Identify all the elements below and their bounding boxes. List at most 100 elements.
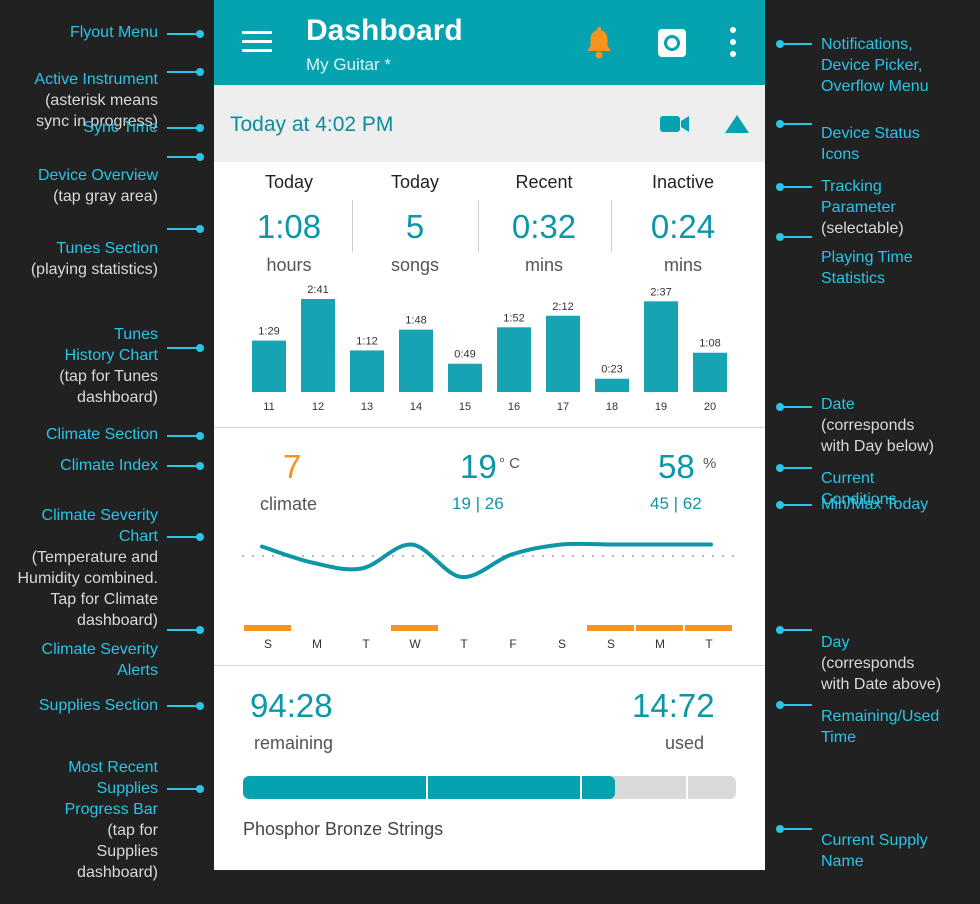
annotation-line — [779, 186, 812, 188]
progress-segment-divider — [686, 776, 688, 799]
annotation-supplies-progress-bar: Most Recent Supplies Progress Bar (tap f… — [65, 736, 158, 904]
annotation-notifications: Notifications, Device Picker, Overflow M… — [821, 13, 929, 97]
stat-header: Today — [390, 172, 440, 192]
chart-bar — [448, 363, 482, 392]
triangle-status-icon — [725, 115, 749, 133]
temperature-minmax: 19 | 26 — [452, 494, 504, 513]
stat-recent[interactable]: Recent 0:32 mins — [484, 172, 604, 276]
day-label: S — [264, 637, 272, 651]
annotation-title: Min/Max Today — [821, 496, 929, 513]
annotation-dot — [196, 124, 204, 132]
annotation-sub: (Temperature and Humidity combined. Tap … — [17, 549, 159, 629]
annotation-climate-severity-chart: Climate Severity Chart (Temperature and … — [18, 484, 159, 652]
annotation-dot — [196, 30, 204, 38]
annotation-tracking-parameter: Tracking Parameter (selectable) — [821, 155, 904, 260]
device-picker-icon[interactable] — [657, 28, 687, 58]
stat-divider — [478, 200, 479, 252]
stat-value: 1:08 — [256, 208, 322, 245]
stat-header: Today — [264, 172, 314, 192]
annotation-sub: (tap gray area) — [53, 188, 158, 205]
annotation-title: Playing Time Statistics — [821, 249, 913, 287]
tunes-history-chart[interactable]: 1:29 11 2:41 12 1:12 13 1:48 14 0:49 15 1:52 16 2:12… — [214, 280, 765, 420]
video-icon — [660, 116, 689, 132]
annotation-line — [779, 704, 812, 706]
x-tick-label: 15 — [459, 401, 471, 413]
current-supply-name: Phosphor Bronze Strings — [243, 819, 444, 839]
annotation-climate-index: Climate Index — [60, 455, 158, 476]
annotation-min-max-today: Min/Max Today — [821, 494, 928, 515]
stat-today-hours[interactable]: Today 1:08 hours — [229, 172, 349, 276]
annotation-sub: (playing statistics) — [30, 261, 158, 278]
annotation-title: Most Recent Supplies Progress Bar — [64, 759, 158, 818]
annotation-climate-section: Climate Section — [46, 424, 158, 445]
annotation-dot — [196, 153, 204, 161]
bell-icon[interactable] — [584, 27, 614, 59]
chart-bar — [350, 350, 384, 392]
annotation-sub: (corresponds with Day below) — [821, 417, 934, 455]
stat-unit: songs — [390, 255, 440, 275]
annotation-flyout-menu: Flyout Menu — [70, 22, 158, 43]
annotation-title: Active Instrument — [34, 71, 158, 88]
humidity-unit: % — [703, 455, 717, 472]
annotation-dot — [196, 702, 204, 710]
annotation-sub: (selectable) — [821, 220, 904, 237]
chart-bar — [497, 327, 531, 392]
overflow-icon[interactable] — [728, 27, 738, 59]
annotation-line — [167, 71, 200, 73]
temperature-unit: ° C — [499, 455, 520, 472]
active-instrument[interactable]: My Guitar * — [306, 55, 392, 74]
stat-inactive[interactable]: Inactive 0:24 mins — [623, 172, 743, 276]
menu-icon[interactable] — [242, 31, 272, 53]
stat-today-songs[interactable]: Today 5 songs — [355, 172, 475, 276]
bar-value-label: 1:52 — [503, 312, 524, 324]
x-tick-label: 16 — [508, 401, 520, 413]
annotation-remaining-used-time: Remaining/Used Time — [821, 685, 939, 748]
climate-index[interactable]: 7 — [283, 448, 302, 485]
supplies-used-label: used — [665, 733, 705, 753]
day-label: M — [312, 637, 322, 651]
annotation-date: Date (corresponds with Day below) — [821, 373, 934, 478]
x-tick-label: 11 — [263, 401, 274, 413]
page-title: Dashboard — [306, 14, 463, 47]
annotation-line — [779, 406, 812, 408]
bar-value-label: 1:12 — [356, 335, 377, 347]
annotation-title: Device Overview — [37, 167, 158, 184]
annotation-title: Tunes History Chart — [64, 326, 158, 364]
annotation-title: Climate Severity Chart — [41, 507, 158, 545]
bar-value-label: 1:29 — [258, 326, 279, 338]
stat-divider — [611, 200, 612, 252]
supplies-remaining-value: 94:28 — [250, 687, 333, 724]
annotation-line — [167, 629, 200, 631]
day-label: S — [607, 637, 615, 651]
annotation-title: Current Conditions — [821, 470, 897, 508]
annotation-device-status-icons: Device Status Icons — [821, 102, 920, 165]
annotation-line — [779, 828, 812, 830]
phone-screen: Dashboard My Guitar * Today at 4:02 PM T… — [214, 0, 765, 870]
app-bar: Dashboard My Guitar * — [214, 0, 765, 85]
supplies-progress-bar[interactable] — [243, 776, 736, 799]
annotation-line — [167, 465, 200, 467]
x-tick-label: 12 — [312, 401, 324, 413]
annotation-line — [167, 33, 200, 35]
annotation-sub: (asterisk means sync in progress) — [36, 92, 158, 130]
day-label: F — [509, 637, 516, 651]
annotation-title: Notifications, Device Picker, Overflow M… — [821, 36, 929, 95]
annotation-line — [167, 127, 200, 129]
device-overview[interactable]: Today at 4:02 PM — [214, 85, 765, 162]
day-label: T — [705, 637, 713, 651]
climate-index-label: climate — [260, 494, 318, 514]
annotation-line — [779, 629, 812, 631]
annotation-tunes-section: Tunes Section (playing statistics) — [31, 217, 158, 301]
annotation-line — [779, 504, 812, 506]
annotation-current-supply-name: Current Supply Name — [821, 809, 928, 872]
stat-header: Recent — [515, 172, 573, 192]
annotation-line — [779, 43, 812, 45]
annotation-dot — [196, 68, 204, 76]
annotation-day: Day (corresponds with Date above) — [821, 611, 941, 716]
chart-bar — [595, 378, 629, 392]
annotation-title: Tracking Parameter — [821, 178, 896, 216]
annotation-dot — [196, 785, 204, 793]
supplies-used-value: 14:72 — [632, 687, 715, 724]
annotation-line — [167, 347, 200, 349]
